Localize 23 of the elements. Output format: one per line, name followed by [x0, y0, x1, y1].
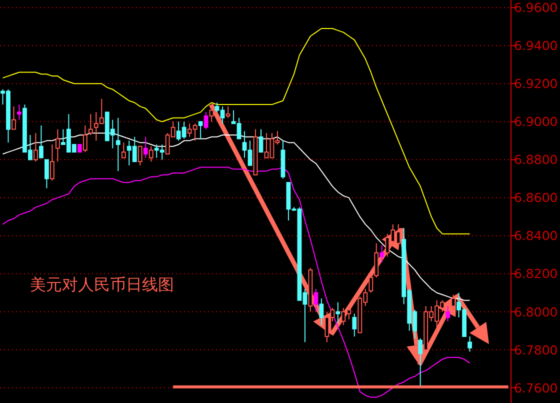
annotation: 美元对人民币日线图	[30, 275, 174, 294]
y-tick-label: 6.7600	[514, 380, 558, 396]
candlestick	[55, 128, 60, 162]
y-tick-label: 6.8000	[514, 304, 558, 320]
y-tick-label: 6.9200	[514, 76, 558, 92]
candlestick	[380, 244, 384, 263]
y-tick-label: 6.9600	[514, 0, 558, 16]
candlestick	[446, 306, 450, 322]
line-series	[2, 28, 470, 234]
y-tick-label: 6.9000	[514, 114, 558, 130]
line-series	[2, 166, 470, 398]
candlestick	[116, 117, 120, 172]
y-tick-label: 6.8200	[514, 266, 558, 282]
candlestick	[352, 313, 357, 337]
y-tick-label: 6.9400	[514, 38, 558, 54]
y-tick-label: 6.8800	[514, 152, 558, 168]
y-tick-label: 6.7800	[514, 342, 558, 358]
candlestick	[143, 136, 148, 158]
candlestick	[451, 294, 456, 310]
y-tick-label: 6.8600	[514, 190, 558, 206]
candlestick	[17, 104, 22, 120]
candlestick	[336, 302, 340, 324]
y-tick-label: 6.8400	[514, 228, 558, 244]
